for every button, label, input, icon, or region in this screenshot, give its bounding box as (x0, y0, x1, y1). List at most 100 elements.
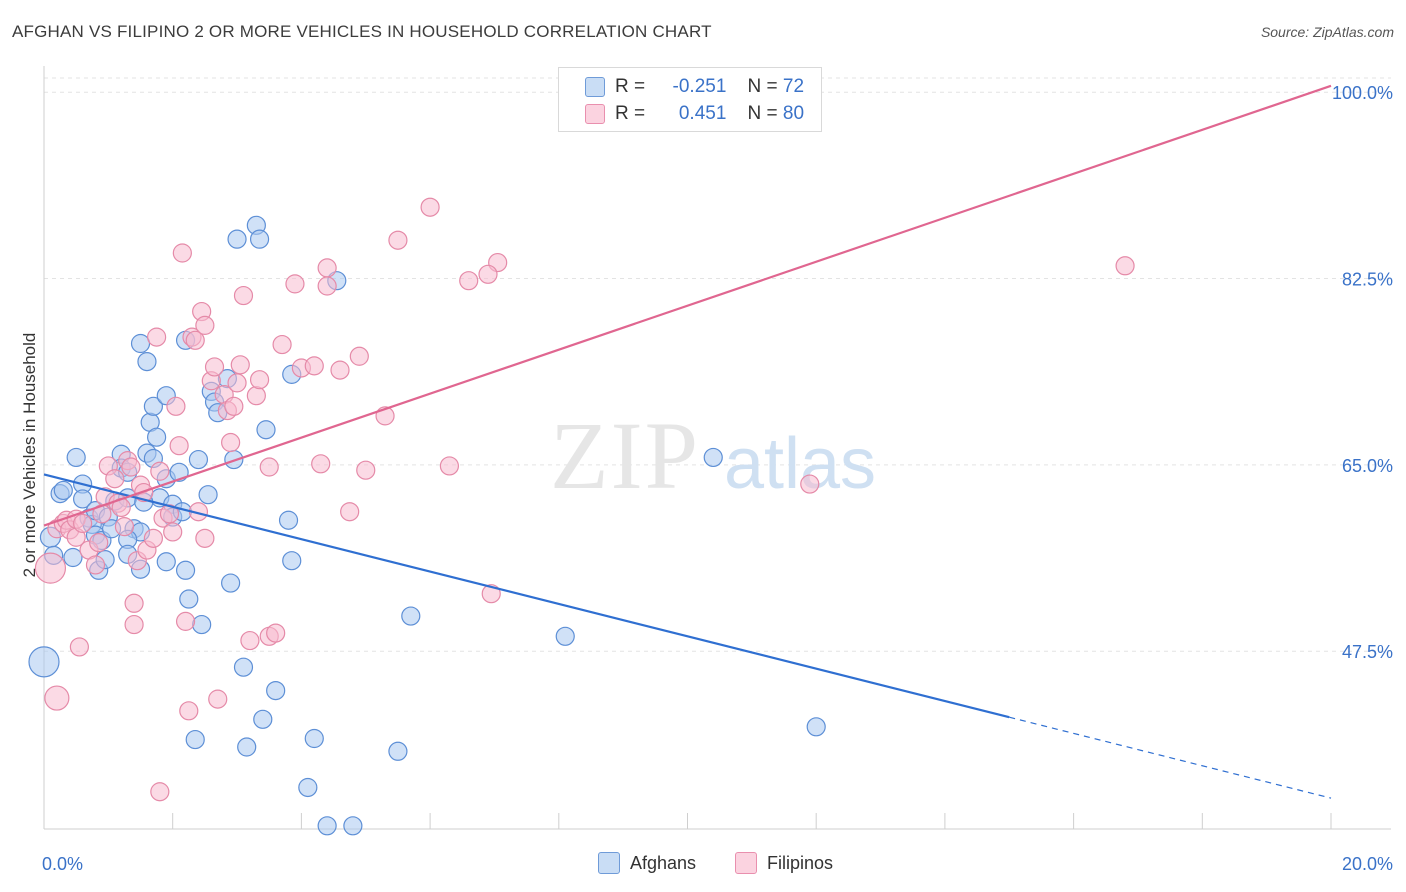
filipino-point (356, 460, 376, 480)
afghan-point (188, 449, 209, 470)
filipino-point (73, 513, 93, 534)
afghan-point (401, 606, 421, 626)
afghan-point (388, 741, 408, 761)
afghan-point (278, 510, 299, 530)
filipino-point (221, 432, 241, 453)
filipino-point (317, 276, 337, 296)
legend-r-label: R = (615, 76, 646, 97)
afghan-point (156, 552, 176, 572)
filipino-point (224, 396, 244, 416)
filipino-point (169, 436, 189, 456)
legend-row-afghans: R = -0.251 N = 72 (585, 74, 804, 100)
filipino-point (147, 327, 167, 347)
filipino-point (163, 522, 183, 542)
legend-row-filipinos: R = 0.451 N = 80 (585, 101, 804, 127)
legend-n-label: N = (747, 103, 778, 124)
afghan-point (198, 485, 218, 505)
filipino-point (204, 357, 225, 377)
filipino-point (230, 355, 250, 375)
y-tick-label: 82.5% (1342, 270, 1393, 290)
trend-lines (43, 84, 1332, 799)
filipino-point (105, 469, 125, 489)
afghan-point (73, 489, 93, 509)
stats-legend: R = -0.251 N = 72 R = 0.451 N = 80 (558, 67, 822, 132)
filipino-point (208, 689, 228, 709)
filipino-point (1115, 256, 1135, 276)
legend-r-value-afghans: -0.251 (672, 76, 727, 97)
afghan-point (130, 333, 151, 354)
filipino-point (285, 274, 305, 294)
bottom-legend-afghans: Afghans (598, 852, 696, 874)
watermark-atlas: atlas (724, 424, 876, 504)
afghan-point (237, 737, 257, 757)
filipino-point (175, 611, 196, 631)
filipino-point (179, 701, 199, 721)
afghan-point (137, 351, 157, 372)
filipino-point (143, 528, 163, 548)
afghan-point (249, 229, 270, 249)
afghans-legend-swatch (598, 852, 620, 874)
afghan-point (256, 420, 276, 440)
x-tick-label: 20.0% (1342, 854, 1393, 874)
filipino-point (227, 373, 247, 393)
afghan-point (192, 614, 212, 635)
filipino-point (246, 386, 266, 406)
y-axis-label: 2 or more Vehicles in Household (20, 332, 39, 578)
filipino-point (121, 457, 141, 477)
afghan-point (266, 680, 286, 701)
filipino-point (89, 532, 109, 553)
afghan-point (179, 589, 199, 609)
filipino-point (114, 517, 135, 537)
filipino-point (150, 461, 170, 481)
afghan-point (147, 427, 167, 447)
afghan-trend-line (43, 473, 1010, 719)
chart-title: AFGHAN VS FILIPINO 2 OR MORE VEHICLES IN… (12, 22, 712, 41)
afghan-trend-extension (1009, 716, 1332, 799)
afghan-point (253, 709, 273, 729)
watermark: ZIP atlas (550, 402, 876, 509)
legend-n-value-afghans: 72 (782, 76, 805, 97)
afghan-point (298, 777, 318, 798)
filipino-point (185, 330, 205, 350)
filipino-point (304, 356, 324, 376)
afghan-point (806, 717, 826, 737)
filipino-point (259, 457, 279, 477)
series-filipinos (34, 197, 1135, 802)
x-tick-label: 0.0% (42, 854, 83, 874)
afghan-point (63, 547, 83, 568)
legend-r-label: R = (615, 103, 646, 124)
filipino-point (317, 258, 337, 278)
filipino-point (478, 264, 498, 284)
afghan-point (175, 560, 196, 580)
filipino-point (159, 504, 180, 524)
afghan-point (53, 480, 73, 501)
tick-labels: 47.5% 65.0% 82.5% 100.0% 0.0% 20.0% (42, 83, 1393, 874)
afghan-point (221, 573, 241, 593)
filipino-point (330, 360, 350, 380)
y-tick-label: 100.0% (1332, 83, 1393, 103)
filipino-point (195, 315, 215, 335)
afghan-point (317, 816, 337, 836)
filipino-point (85, 555, 106, 575)
legend-n-value-filipinos: 80 (782, 103, 805, 124)
filipino-point (124, 614, 144, 635)
filipino-point (150, 782, 170, 802)
filipinos-legend-swatch (735, 852, 757, 874)
afghan-point (233, 657, 254, 677)
filipino-point (195, 528, 215, 548)
afghan-point (282, 551, 302, 571)
afghans-swatch (585, 77, 605, 97)
afghans-legend-label: Afghans (630, 852, 697, 873)
axes-layer (43, 66, 1391, 830)
bottom-legend-filipinos: Filipinos (735, 852, 833, 874)
y-tick-label: 65.0% (1342, 456, 1393, 476)
afghan-point (66, 447, 86, 468)
watermark-zip: ZIP (550, 402, 700, 509)
filipino-point (340, 502, 360, 522)
source-label: Source: ZipAtlas.com (1260, 24, 1394, 40)
afghan-point (28, 646, 60, 678)
filipino-point (124, 593, 144, 613)
filipino-point (420, 197, 440, 217)
filipino-point (459, 271, 479, 291)
